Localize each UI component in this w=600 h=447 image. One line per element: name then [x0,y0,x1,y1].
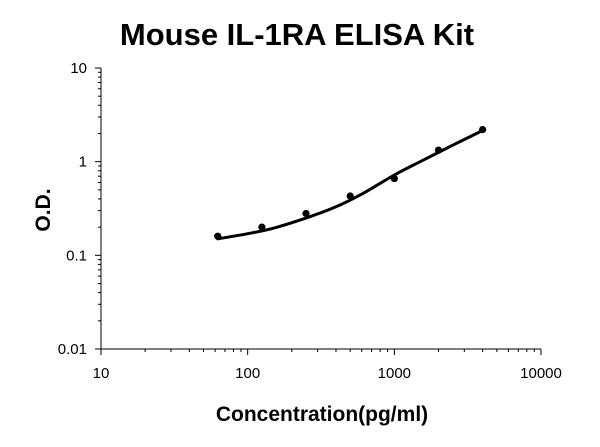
tick-labels: 0.01 0.1 1 10 10 100 1000 10000 [58,60,562,382]
chart-title: Mouse IL-1RA ELISA Kit [120,17,474,52]
y-tick-label: 0.01 [58,341,87,358]
data-point [390,174,398,183]
x-tick-label: 1000 [378,365,411,382]
axis-ticks [95,67,542,355]
y-tick-label: 0.1 [66,247,87,264]
x-tick-label: 100 [235,365,260,382]
fit-curve-layer [216,129,485,241]
x-axis-label: Concentration(pg/ml) [216,403,428,426]
axes [100,68,541,350]
x-tick-label: 10000 [520,365,562,382]
data-point [302,209,310,218]
y-axis-label: O.D. [32,188,55,231]
data-point [434,146,443,154]
y-tick-label: 1 [79,154,87,171]
data-points-layer [214,125,487,240]
data-point [346,192,354,200]
y-tick-label: 10 [70,60,87,77]
data-point [479,125,487,134]
data-point [258,223,266,231]
fit-curve [216,129,485,241]
data-point [214,232,222,240]
x-tick-label: 10 [93,365,110,382]
